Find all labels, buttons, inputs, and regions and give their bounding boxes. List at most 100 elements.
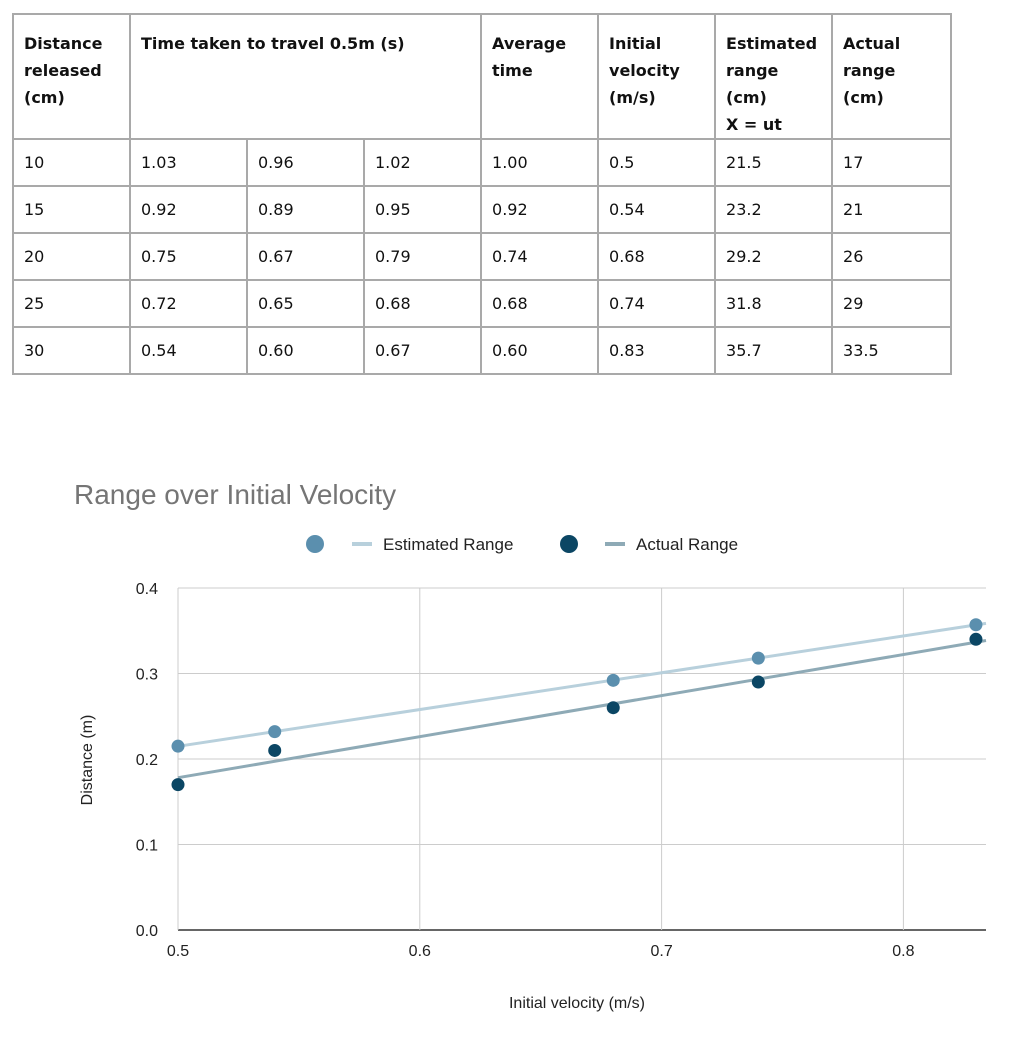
table-cell: 23.2 (714, 185, 834, 234)
chart-points (171, 618, 983, 792)
table-cell: 0.5 (597, 138, 717, 187)
chart-grid (177, 587, 986, 931)
table-cell: 0.92 (480, 185, 600, 234)
table-row: 15 0.92 0.89 0.95 0.92 0.54 23.2 21 (12, 185, 953, 234)
table-cell: 0.96 (246, 138, 365, 187)
header-text: (cm) (843, 88, 884, 107)
data-point-estimated (268, 725, 282, 739)
y-tick-label: 0.2 (136, 752, 158, 769)
data-point-actual (606, 701, 620, 715)
table-cell: 0.72 (129, 279, 248, 328)
header-text: released (24, 61, 102, 80)
trendline-estimated (177, 621, 987, 748)
header-text: X = ut (726, 115, 782, 134)
chart-ticks: 0.0 0.1 0.2 0.3 0.4 0.5 0.6 0.7 0.8 (136, 581, 915, 960)
table-cell: 29.2 (714, 232, 834, 281)
legend-marker-estimated (306, 535, 324, 553)
table-row: 25 0.72 0.65 0.68 0.68 0.74 31.8 29 (12, 279, 953, 328)
table-cell: 17 (831, 138, 953, 187)
table-cell: 10 (12, 138, 131, 187)
data-point-estimated (751, 651, 765, 665)
table-cell: 0.65 (246, 279, 365, 328)
table-cell: 0.54 (597, 185, 717, 234)
y-axis-label: Distance (m) (79, 715, 96, 806)
table-cell: 0.95 (362, 185, 483, 234)
table-cell: 33.5 (831, 326, 953, 375)
table-cell: 20 (12, 232, 131, 281)
table-cell: 26 (831, 232, 953, 281)
x-tick-label: 0.8 (892, 943, 914, 960)
header-text: Initial (609, 34, 662, 53)
table-cell: 21 (831, 185, 953, 234)
data-point-estimated (969, 618, 983, 632)
legend-marker-actual (560, 535, 578, 553)
header-text: (cm) (24, 88, 65, 107)
table-cell: 30 (12, 326, 131, 375)
header-average-time: Average time (480, 13, 600, 140)
header-text: range (843, 61, 896, 80)
data-point-estimated (606, 673, 620, 687)
table-cell: 0.74 (597, 279, 717, 328)
data-point-actual (171, 778, 185, 792)
table-cell: 0.68 (362, 279, 483, 328)
data-point-actual (268, 743, 282, 757)
x-tick-label: 0.7 (650, 943, 672, 960)
table-cell: 0.60 (246, 326, 365, 375)
header-text: Time taken to travel 0.5m (s) (141, 34, 405, 53)
table-cell: 29 (831, 279, 953, 328)
table-cell: 21.5 (714, 138, 834, 187)
y-tick-label: 0.0 (136, 923, 158, 940)
table-cell: 0.68 (480, 279, 600, 328)
table-row: 10 1.03 0.96 1.02 1.00 0.5 21.5 17 (12, 138, 953, 187)
table-cell: 35.7 (714, 326, 834, 375)
header-text: time (492, 61, 533, 80)
x-axis-label: Initial velocity (m/s) (509, 995, 645, 1012)
y-tick-label: 0.4 (136, 581, 158, 598)
header-time-taken: Time taken to travel 0.5m (s) (128, 13, 483, 140)
legend-label-actual: Actual Range (636, 535, 738, 554)
data-point-actual (751, 675, 765, 689)
chart-title: Range over Initial Velocity (74, 479, 396, 510)
table-cell: 0.67 (246, 232, 365, 281)
header-text: Average (492, 34, 567, 53)
header-estimated-range: Estimated range (cm) X = ut (714, 13, 834, 140)
table-cell: 0.54 (129, 326, 248, 375)
y-tick-label: 0.3 (136, 667, 158, 684)
table-cell: 1.02 (362, 138, 483, 187)
header-text: Actual (843, 34, 901, 53)
x-tick-label: 0.5 (167, 943, 189, 960)
chart-legend: Estimated Range Actual Range (306, 535, 738, 554)
chart-trendlines (177, 621, 987, 780)
table-cell: 0.60 (480, 326, 600, 375)
table-cell: 0.92 (129, 185, 248, 234)
header-actual-range: Actual range (cm) (831, 13, 953, 140)
header-distance-released: Distance released (cm) (12, 13, 131, 140)
table-cell: 0.89 (246, 185, 365, 234)
x-tick-label: 0.6 (409, 943, 431, 960)
table-cell: 25 (12, 279, 131, 328)
header-row: Distance released (cm) Time taken to tra… (12, 13, 953, 140)
range-chart: 0.0 0.1 0.2 0.3 0.4 0.5 0.6 0.7 0.8 Range over I… (74, 479, 987, 1012)
table-cell: 1.00 (480, 138, 600, 187)
data-point-estimated (171, 739, 185, 753)
header-initial-velocity: Initial velocity (m/s) (597, 13, 717, 140)
table-cell: 0.79 (362, 232, 483, 281)
header-text: velocity (609, 61, 680, 80)
header-text: (m/s) (609, 88, 656, 107)
table-cell: 0.67 (362, 326, 483, 375)
table-row: 30 0.54 0.60 0.67 0.60 0.83 35.7 33.5 (12, 326, 953, 375)
table-cell: 0.74 (480, 232, 600, 281)
table-cell: 0.75 (129, 232, 248, 281)
header-text: (cm) (726, 88, 767, 107)
y-tick-label: 0.1 (136, 838, 158, 855)
table-row: 20 0.75 0.67 0.79 0.74 0.68 29.2 26 (12, 232, 953, 281)
table-cell: 0.83 (597, 326, 717, 375)
table-cell: 0.68 (597, 232, 717, 281)
header-text: Distance (24, 34, 103, 53)
table-cell: 15 (12, 185, 131, 234)
header-text: range (726, 61, 779, 80)
legend-label-estimated: Estimated Range (383, 535, 513, 554)
table-cell: 1.03 (129, 138, 248, 187)
trendline-actual (177, 639, 987, 780)
header-text: Estimated (726, 34, 818, 53)
